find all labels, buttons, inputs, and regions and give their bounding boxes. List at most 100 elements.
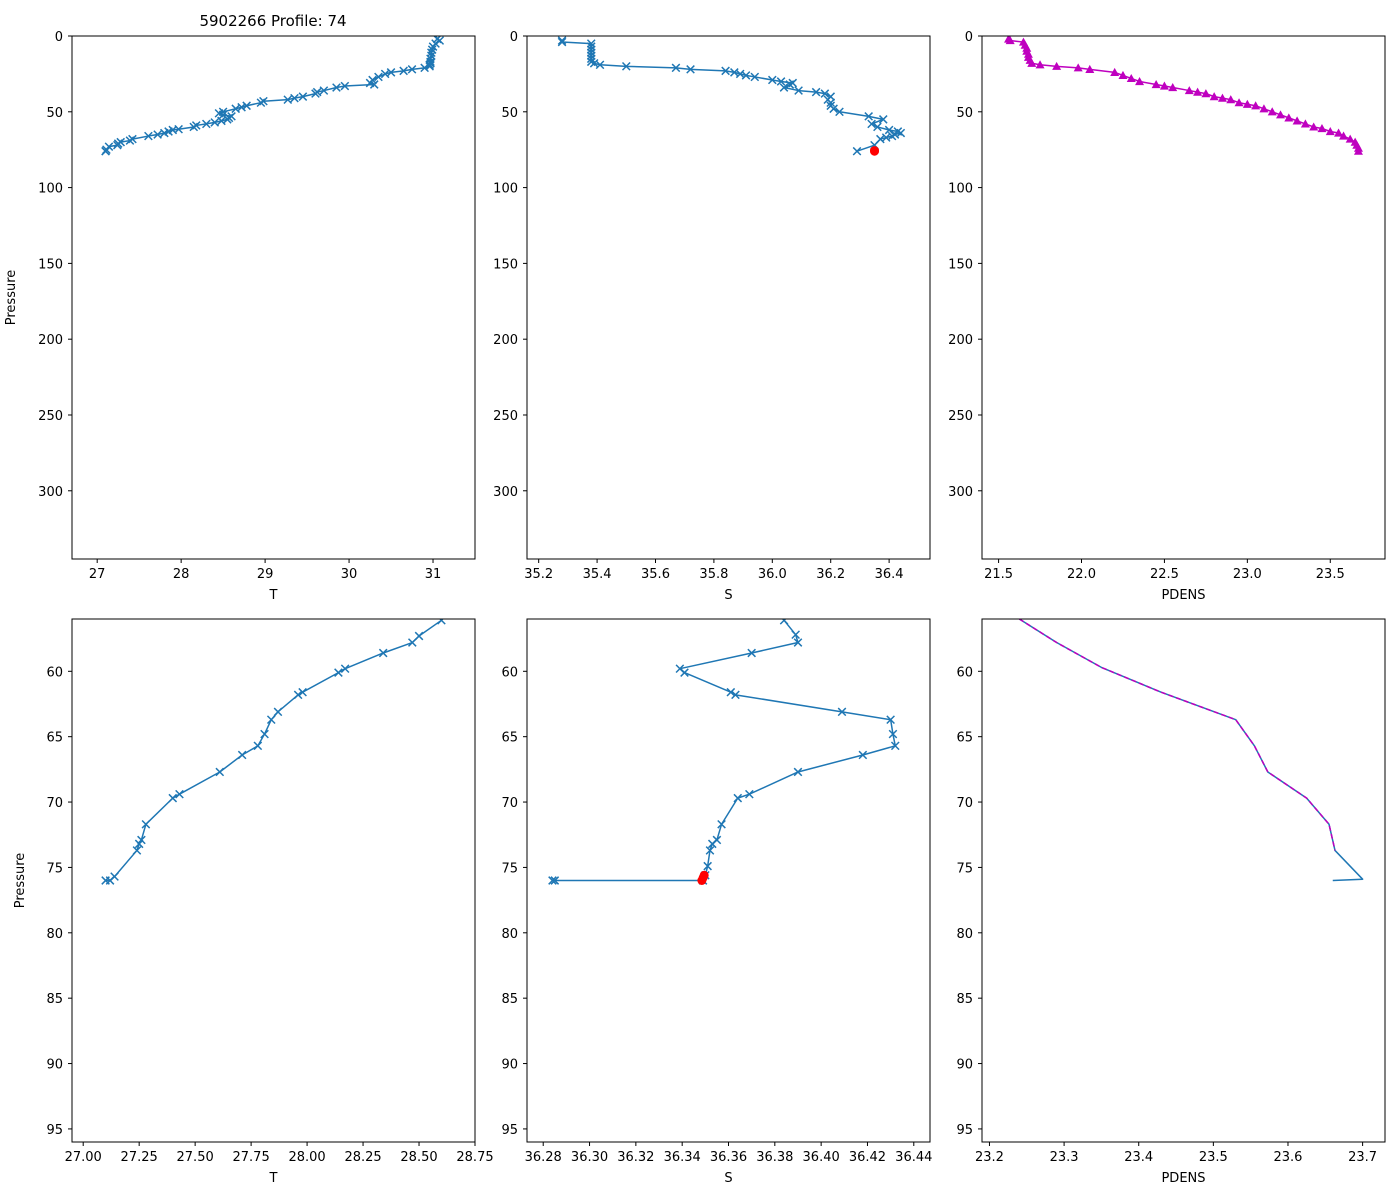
series-top-right-0-point-35 — [1300, 119, 1310, 128]
series-bottom-middle-0-point-8 — [837, 707, 847, 717]
series-top-right-0-point-10 — [1035, 60, 1045, 69]
series-top-left-0-point-1 — [435, 36, 445, 45]
series-top-left-0-point-22 — [332, 83, 341, 92]
series-bottom-left-0-point-19 — [132, 846, 142, 855]
series-top-left-0-point-25 — [311, 89, 320, 98]
series-top-right-0-point-41 — [1345, 134, 1355, 143]
series-top-right-0-point-39 — [1334, 128, 1344, 137]
y-axis-label-bottom-left: Pressure — [13, 853, 28, 909]
series-bottom-middle-0-point-13 — [793, 767, 803, 777]
y-tick-label-top-right-6: 300 — [948, 485, 973, 500]
series-bottom-middle-0-point-6 — [726, 687, 736, 697]
x-tick-label-top-middle-0: 35.2 — [524, 567, 553, 582]
x-tick-label-bottom-middle-8: 36.44 — [895, 1150, 932, 1165]
series-top-middle-0-point-32 — [835, 107, 844, 117]
series-top-right-0-line — [1008, 38, 1360, 152]
series-bottom-middle-0-point-2 — [793, 638, 803, 647]
x-tick-label-top-middle-6: 36.4 — [875, 567, 904, 582]
series-bottom-left-0-point-22 — [101, 876, 110, 885]
series-top-right-0-point-18 — [1151, 80, 1161, 89]
series-top-left-0-point-49 — [153, 130, 162, 139]
y-tick-label-bottom-middle-2: 70 — [501, 796, 518, 811]
x-tick-label-bottom-right-2: 23.4 — [1124, 1150, 1153, 1165]
series-top-right-0-point-14 — [1110, 67, 1120, 76]
x-tick-label-bottom-middle-1: 36.30 — [571, 1150, 608, 1165]
series-top-middle-0-point-34 — [878, 115, 888, 124]
series-top-left-0-point-33 — [231, 104, 241, 114]
series-bottom-middle-0-point-14 — [745, 789, 754, 799]
figure-title: 5902266 Profile: 74 — [199, 12, 346, 30]
axes-frame-bottom-left — [71, 618, 476, 1143]
series-top-left-0-point-13 — [407, 65, 417, 74]
x-tick-label-top-right-4: 23.5 — [1316, 567, 1345, 582]
x-tick-label-bottom-middle-7: 36.42 — [849, 1150, 886, 1165]
x-tick-label-top-right-2: 22.5 — [1150, 567, 1179, 582]
series-bottom-middle-0-point-7 — [731, 690, 740, 700]
axes-frame-top-left — [71, 35, 476, 560]
x-tick-label-bottom-middle-4: 36.36 — [710, 1150, 747, 1165]
x-tick-label-top-right-0: 21.5 — [984, 567, 1013, 582]
series-bottom-left-0-point-7 — [293, 690, 303, 700]
y-tick-label-bottom-left-0: 60 — [46, 665, 63, 680]
series-bottom-left-0-point-4 — [340, 664, 350, 674]
series-top-right-0-point-45 — [1353, 146, 1363, 155]
x-tick-label-top-middle-1: 35.4 — [583, 567, 612, 582]
series-bottom-left-0-point-0 — [437, 619, 446, 625]
series-top-middle-0-point-19 — [767, 75, 777, 85]
series-top-middle-0-point-7 — [586, 54, 596, 64]
series-bottom-middle-0-point-24 — [548, 876, 557, 885]
y-tick-label-bottom-middle-6: 90 — [501, 1058, 518, 1073]
series-top-right-0-point-19 — [1159, 81, 1169, 90]
series-bottom-left-0-point-16 — [141, 819, 151, 829]
y-tick-label-top-right-3: 150 — [948, 257, 973, 272]
series-top-right-0-point-23 — [1201, 89, 1211, 98]
series-bottom-middle-0-point-10 — [888, 729, 898, 739]
chart-panel-bottom-right: 23.2 23.3 23.4 23.5 23.6 23.7 60 65 70 75 80 85 90 95… — [956, 618, 1386, 1186]
series-bottom-left-0-point-8 — [273, 707, 283, 717]
series-bottom-middle-0-point-1 — [791, 630, 800, 640]
chart-panel-top-middle: 35.2 35.4 35.6 35.8 36.0 36.2 36.4 0 50 100 150 200… — [493, 30, 931, 603]
series-bottom-middle-0-point-5 — [680, 668, 689, 677]
x-tick-label-bottom-right-5: 23.7 — [1348, 1150, 1377, 1165]
y-tick-label-top-left-5: 250 — [38, 409, 63, 424]
series-bottom-middle-0-point-11 — [890, 741, 900, 751]
series-top-middle-0-point-24 — [794, 86, 803, 95]
series-top-right-0-point-29 — [1251, 101, 1261, 110]
series-bottom-left-0-point-15 — [168, 793, 178, 803]
y-tick-label-top-middle-6: 300 — [493, 485, 518, 500]
series-top-left-0-point-17 — [374, 72, 383, 82]
series-bottom-right-0-line — [1018, 619, 1364, 882]
y-tick-label-top-middle-1: 50 — [501, 106, 518, 121]
axes-frame-top-right — [981, 35, 1386, 560]
series-top-left-0-point-42 — [202, 119, 211, 129]
axes-frame-top-middle — [526, 35, 931, 560]
x-tick-label-top-left-4: 31 — [425, 567, 442, 582]
series-top-left-0-point-21 — [340, 81, 350, 91]
y-tick-label-top-middle-4: 200 — [493, 333, 518, 348]
series-top-right-0-point-9 — [1027, 58, 1037, 67]
series-top-middle-0-point-14 — [721, 66, 730, 76]
series-top-right-0-point-13 — [1085, 64, 1095, 73]
x-tick-label-top-middle-5: 36.2 — [816, 567, 845, 582]
x-axis-label-bottom-left: T — [269, 1171, 278, 1186]
series-top-left-1-point-0 — [101, 146, 110, 156]
y-tick-label-top-left-2: 100 — [38, 182, 63, 197]
x-axis-label-top-right: PDENS — [1161, 588, 1205, 603]
x-tick-label-bottom-left-7: 28.75 — [456, 1150, 493, 1165]
series-top-right-0-point-31 — [1267, 107, 1277, 116]
y-tick-label-bottom-middle-4: 80 — [501, 927, 518, 942]
series-top-middle-0-point-23 — [779, 83, 789, 92]
y-tick-label-bottom-right-2: 70 — [956, 796, 973, 811]
x-tick-label-top-middle-4: 36.0 — [758, 567, 787, 582]
series-top-right-0-point-1 — [1005, 36, 1015, 45]
series-top-middle-0-point-18 — [750, 72, 760, 82]
series-top-right-0-point-28 — [1242, 99, 1252, 108]
series-top-middle-0-point-11 — [621, 61, 631, 71]
x-tick-label-bottom-middle-0: 36.28 — [525, 1150, 562, 1165]
series-top-left-0-line — [104, 38, 441, 152]
x-tick-label-bottom-left-3: 27.75 — [233, 1150, 270, 1165]
y-tick-label-bottom-left-5: 85 — [46, 992, 63, 1007]
series-top-left-0-point-23 — [319, 86, 329, 95]
x-tick-label-top-right-3: 23.0 — [1233, 567, 1262, 582]
x-tick-label-top-left-0: 27 — [89, 567, 106, 582]
